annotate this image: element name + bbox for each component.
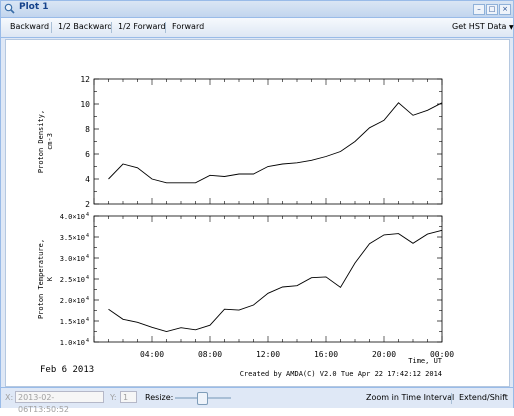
get-hst-data-label: Get HST Data [452,22,507,31]
x-tick-label: 00:00 [430,350,454,359]
y-tick-label: 8 [85,125,90,134]
y-tick-exponent: 4 [86,254,89,260]
y-tick-exponent: 4 [86,212,89,218]
density-series-line [108,102,443,184]
temperature-series-line [108,229,443,332]
half-forward-button[interactable]: 1/2 Forward [118,22,166,31]
density-panel: 2 4 6 8 10 12 Proton Density, cm-3 [37,75,443,209]
y-tick-label: 2.0×10 [60,297,85,305]
y-tick-label: 2.5×10 [60,276,85,284]
get-hst-data-button[interactable]: Get HST Data ▼ [452,22,514,31]
y-axis-title: Proton Density, [37,110,45,173]
y-tick-label: 1.0×10 [60,339,85,347]
x-tick-label: 12:00 [256,350,280,359]
y-tick-label: 10 [80,100,90,109]
y-axis-unit: K [46,276,54,281]
toolbar-separator [51,22,52,33]
panel-frame [93,78,443,205]
plot-area[interactable]: 2 4 6 8 10 12 Proton Density, cm-3 1.0×10 4 1.5×1… [5,39,510,387]
title-bar[interactable]: Plot 1 – □ × [1,1,513,18]
window-title: Plot 1 [19,2,49,12]
credit-text: Created by AMDA(C) V2.0 Tue Apr 22 17:42… [240,370,442,378]
y-tick-exponent: 4 [86,338,89,344]
dropdown-arrow-icon: ▼ [508,24,514,31]
magnifier-icon [4,3,15,14]
extend-shift-button[interactable]: Extend/Shift [459,393,508,402]
x-tick-label: 04:00 [140,350,164,359]
y-tick-label: 4 [85,175,90,184]
toolbar-separator [111,22,112,33]
restore-button[interactable]: □ [486,4,498,15]
y-tick-exponent: 4 [86,233,89,239]
y-axis-unit: cm-3 [46,133,54,150]
half-backward-button[interactable]: 1/2 Backward [58,22,113,31]
y-tick-label: 3.0×10 [60,255,85,263]
y-coord-field[interactable]: 1 [120,391,137,403]
close-button[interactable]: × [499,4,511,15]
y-tick-label: 1.5×10 [60,318,85,326]
zoom-time-interval-button[interactable]: Zoom in Time Interval [366,393,455,402]
toolbar: Backward 1/2 Backward 1/2 Forward Forwar… [1,18,514,38]
x-coord-field[interactable]: 2013-02-06T13:50:52 [15,391,104,414]
y-tick-label: 12 [80,75,90,84]
backward-button[interactable]: Backward [10,22,50,31]
time-axis: 04:00 08:00 12:00 16:00 20:00 00:00 [140,350,454,359]
x-axis-title: Time, UT [408,357,443,365]
minimize-button[interactable]: – [473,4,485,15]
y-tick-label: 3.5×10 [60,234,85,242]
forward-button[interactable]: Forward [172,22,205,31]
x-coord-label: X: [5,393,14,402]
temperature-panel: 1.0×10 41.5×10 42.0×10 42.5×10 43.0×10 43.5×1… [37,212,443,347]
y-tick-exponent: 4 [86,275,89,281]
resize-slider[interactable] [175,392,231,405]
status-separator [451,393,452,404]
resize-slider-thumb[interactable] [197,392,208,405]
status-bar: X: 2013-02-06T13:50:52 Y: 1 Resize: Zoom… [1,387,513,414]
y-tick-exponent: 4 [86,317,89,323]
y-tick-label: 6 [85,150,90,159]
y-coord-label: Y: [110,393,117,402]
date-label: Feb 6 2013 [40,365,94,375]
x-tick-label: 16:00 [314,350,338,359]
toolbar-separator [165,22,166,33]
y-tick-exponent: 4 [86,296,89,302]
y-tick-label: 4.0×10 [60,213,85,221]
x-tick-label: 08:00 [198,350,222,359]
y-tick-label: 2 [85,200,90,209]
x-tick-label: 20:00 [372,350,396,359]
panel-frame [93,215,443,343]
resize-label: Resize: [145,393,174,402]
y-axis-title: Proton Temperature, [37,239,45,319]
